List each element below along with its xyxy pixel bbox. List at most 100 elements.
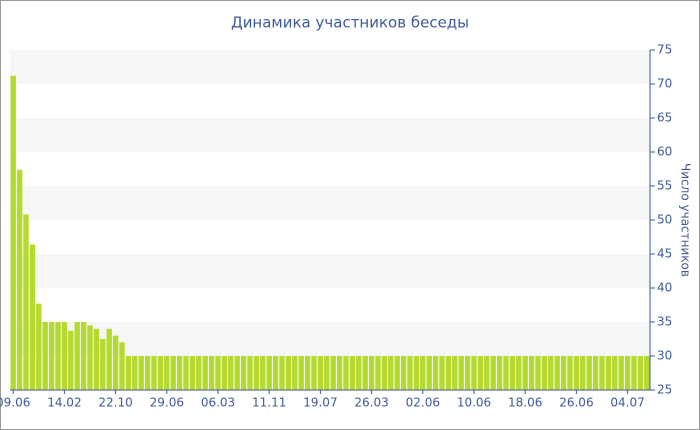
bar <box>528 356 535 390</box>
y-tick-label: 35 <box>657 315 672 329</box>
bar <box>279 356 285 390</box>
bar <box>208 356 215 390</box>
bar <box>535 356 541 390</box>
bar <box>439 356 445 390</box>
bar <box>580 356 586 390</box>
y-tick-label: 25 <box>657 383 672 397</box>
y-tick-label: 50 <box>657 213 672 227</box>
x-tick-label: 11.11 <box>252 396 286 410</box>
bar <box>599 356 605 390</box>
x-tick-label: 26.03 <box>354 396 388 410</box>
bar <box>586 356 592 390</box>
bar <box>560 356 567 390</box>
bar <box>202 356 208 390</box>
x-tick-label: 26.06 <box>559 396 593 410</box>
x-tick-label: 02.06 <box>406 396 440 410</box>
bar <box>362 356 368 390</box>
x-tick-label: 14.02 <box>47 396 81 410</box>
bar <box>112 335 119 390</box>
bar <box>234 356 240 390</box>
bar <box>10 75 16 390</box>
bar <box>16 169 23 390</box>
bar <box>349 356 356 390</box>
bar <box>272 356 279 390</box>
bar <box>23 214 29 390</box>
bar <box>324 356 330 390</box>
bar <box>100 339 106 390</box>
bar <box>170 356 176 390</box>
bar <box>464 356 471 390</box>
bar <box>432 356 439 390</box>
bar <box>48 322 55 390</box>
bar <box>343 356 349 390</box>
bar <box>394 356 400 390</box>
bar <box>74 322 80 390</box>
bar <box>567 356 573 390</box>
bar <box>503 356 509 390</box>
bar <box>477 356 484 390</box>
bar <box>388 356 394 390</box>
bar <box>631 356 637 390</box>
bar <box>413 356 420 390</box>
bar <box>266 356 272 390</box>
bar <box>240 356 247 390</box>
bar <box>260 356 266 390</box>
bar <box>522 356 528 390</box>
bar <box>381 356 388 390</box>
x-tick-label: 09.06 <box>0 396 30 410</box>
grid-band <box>10 118 650 152</box>
bar <box>253 356 260 390</box>
bar <box>221 356 228 390</box>
bar <box>144 356 151 390</box>
bar <box>618 356 624 390</box>
bar <box>509 356 516 390</box>
bar <box>336 356 343 390</box>
bar <box>132 356 138 390</box>
y-tick-label: 30 <box>657 349 672 363</box>
bar <box>157 356 164 390</box>
grid-band <box>10 254 650 288</box>
bar <box>189 356 196 390</box>
grid-band <box>10 50 650 84</box>
bar <box>215 356 221 390</box>
bar <box>80 322 87 390</box>
chart-title: Динамика участников беседы <box>231 14 469 32</box>
bar <box>304 356 311 390</box>
bar <box>554 356 560 390</box>
bar <box>36 303 42 390</box>
bar <box>151 356 157 390</box>
bar <box>612 356 618 390</box>
x-tick-label: 22.10 <box>98 396 132 410</box>
bar <box>624 356 631 390</box>
bar <box>330 356 336 390</box>
bar <box>68 330 74 390</box>
y-tick-label: 60 <box>657 145 672 159</box>
bar <box>106 328 112 390</box>
bar <box>138 356 144 390</box>
grid-band <box>10 322 650 356</box>
bar <box>452 356 458 390</box>
y-tick-label: 55 <box>657 179 672 193</box>
y-tick-label: 75 <box>657 43 672 57</box>
bar <box>196 356 202 390</box>
bar <box>368 356 375 390</box>
bar <box>541 356 548 390</box>
y-tick-label: 65 <box>657 111 672 125</box>
bar <box>298 356 304 390</box>
bar <box>87 325 93 390</box>
bar <box>317 356 324 390</box>
bar <box>285 356 292 390</box>
bar <box>426 356 432 390</box>
bar <box>592 356 599 390</box>
bar <box>183 356 189 390</box>
bar <box>516 356 522 390</box>
bar <box>228 356 234 390</box>
bar <box>445 356 452 390</box>
x-tick-label: 29.06 <box>150 396 184 410</box>
bar <box>55 322 61 390</box>
bar <box>484 356 490 390</box>
grid-band <box>10 186 650 220</box>
bar <box>176 356 183 390</box>
bar <box>93 328 100 390</box>
